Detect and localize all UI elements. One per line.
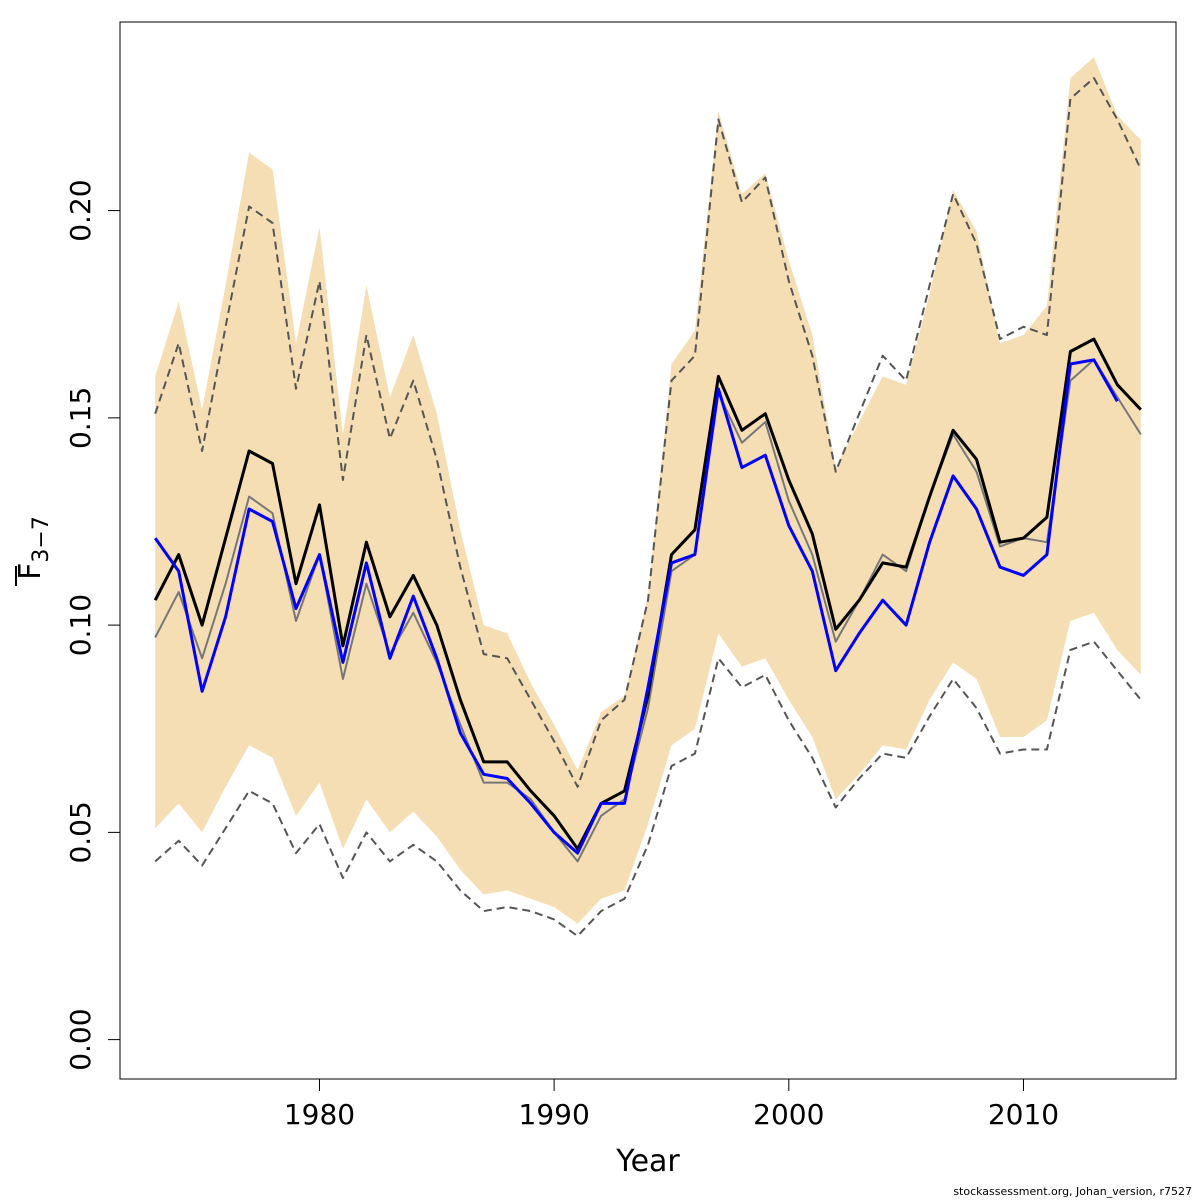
footer-note: stockassessment.org, Johan_version, r752… — [953, 1185, 1192, 1198]
series-line-5 — [153, 358, 1119, 855]
y-tick-label: 0.15 — [64, 387, 97, 449]
series-layer — [153, 77, 1142, 937]
x-axis-title: Year — [615, 1144, 680, 1179]
y-axis-title-sub: 3−7 — [29, 516, 54, 562]
y-tick-label: 0.00 — [64, 1008, 97, 1070]
series-line-4 — [153, 337, 1142, 851]
y-axis-title: F3−7 — [13, 516, 54, 586]
axis-layer: 1980 1990 2000 2010 0.00 0.05 0.10 0.15 0.20 — [64, 179, 1059, 1131]
confidence-band-layer — [155, 57, 1141, 924]
x-tick-label: 2010 — [988, 1098, 1059, 1131]
confidence-band — [155, 57, 1141, 924]
x-tick-label: 2000 — [753, 1098, 824, 1131]
x-tick-label: 1980 — [284, 1098, 355, 1131]
y-tick-label: 0.05 — [64, 801, 97, 863]
x-tick-label: 1990 — [519, 1098, 590, 1131]
svg-text:F3−7: F3−7 — [13, 516, 54, 580]
y-tick-label: 0.20 — [64, 179, 97, 241]
series-line-1 — [154, 77, 1142, 788]
y-axis-title-main: F — [13, 563, 48, 580]
y-tick-label: 0.10 — [64, 594, 97, 656]
